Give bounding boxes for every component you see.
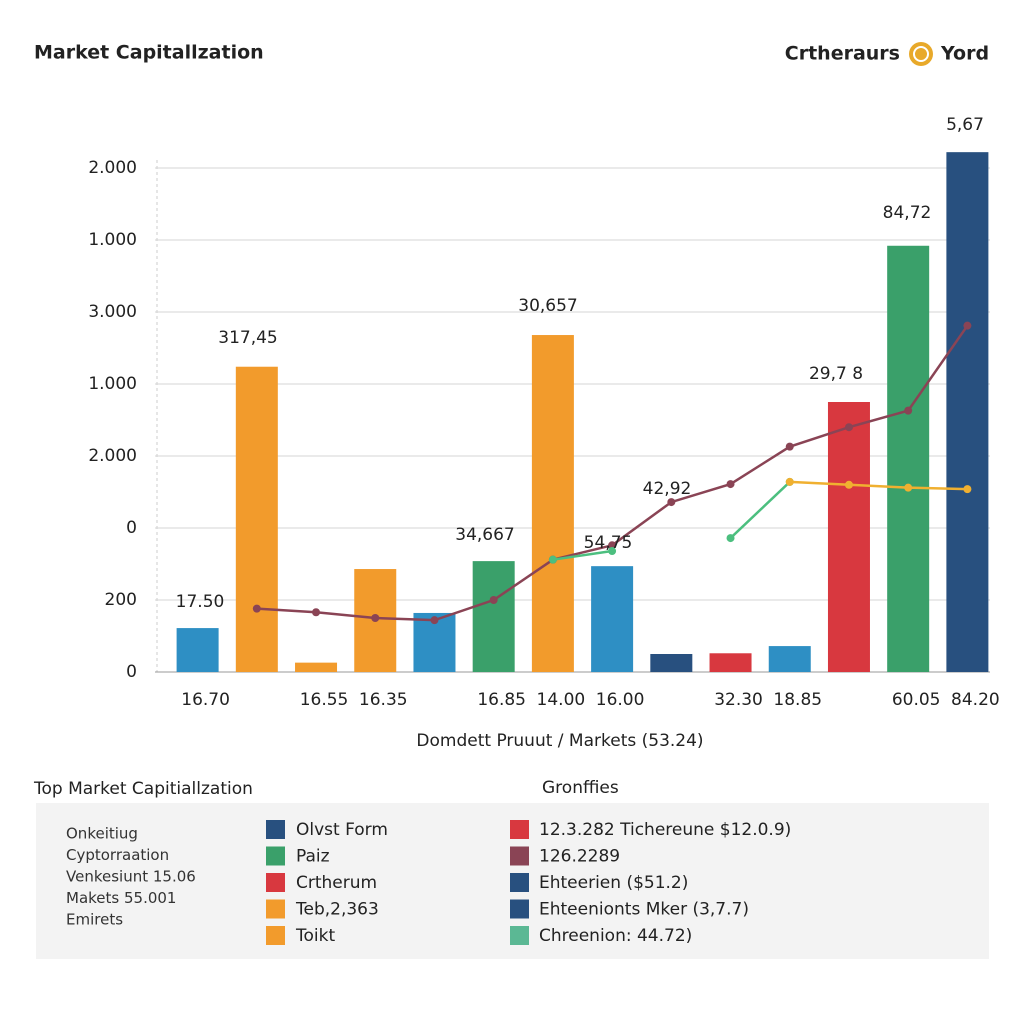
line-point bbox=[608, 541, 617, 550]
line bbox=[789, 480, 968, 491]
bar bbox=[946, 152, 989, 672]
panel-note: Cyptorraation bbox=[66, 846, 169, 864]
bar bbox=[650, 654, 693, 672]
line-point bbox=[785, 442, 794, 451]
line-point bbox=[608, 547, 617, 556]
annotation: 34,667 bbox=[455, 525, 514, 545]
y-tick-label: 2.000 bbox=[88, 446, 137, 466]
annotation: 5,67 bbox=[946, 115, 984, 135]
annotation: 30,657 bbox=[518, 296, 577, 316]
x-tick-label: 16.70 bbox=[181, 690, 230, 710]
legend-swatch bbox=[266, 846, 285, 866]
brand-right: Yord bbox=[940, 43, 989, 65]
x-tick-label: 16.85 bbox=[477, 690, 526, 710]
annotation: 84,72 bbox=[883, 203, 932, 223]
legend-label: Teb,2,363 bbox=[295, 900, 379, 920]
line-point bbox=[312, 608, 321, 617]
bar bbox=[472, 561, 515, 672]
panel-subtitle: Gronffies bbox=[542, 778, 619, 798]
y-tick-label: 200 bbox=[105, 590, 137, 610]
line-point bbox=[844, 480, 853, 489]
legend-label: Chreenion: 44.72) bbox=[539, 926, 692, 946]
legend-label: Crtherum bbox=[296, 873, 377, 893]
x-tick-label: 16.00 bbox=[596, 690, 645, 710]
line-point bbox=[489, 596, 498, 604]
line-point bbox=[904, 406, 913, 415]
panel-note: Venkesiunt 15.06 bbox=[66, 868, 196, 886]
line-point bbox=[252, 604, 261, 613]
legend-swatch bbox=[510, 846, 529, 866]
y-tick-label: 0 bbox=[126, 518, 137, 538]
bar bbox=[768, 646, 811, 672]
x-tick-label: 16.35 bbox=[359, 690, 408, 710]
legend-swatch bbox=[266, 820, 285, 839]
line-point bbox=[726, 480, 735, 489]
coin-icon-inner bbox=[913, 46, 929, 62]
legend-label: Toikt bbox=[295, 926, 335, 946]
legend-label: Ehteenionts Mker (3,7.7) bbox=[539, 900, 749, 920]
legend-label: Olvst Form bbox=[296, 820, 388, 840]
x-tick-label: 16.55 bbox=[300, 690, 349, 710]
x-axis-title: Domdett Pruuut / Markets (53.24) bbox=[416, 731, 703, 751]
legend-label: Paiz bbox=[296, 847, 330, 867]
bar bbox=[827, 402, 870, 672]
bar bbox=[887, 245, 930, 672]
y-tick-label: 2.000 bbox=[88, 158, 137, 178]
line-point bbox=[430, 616, 439, 625]
line-point bbox=[371, 614, 380, 622]
legend-swatch bbox=[510, 926, 529, 945]
panel-title: Top Market Capitiallzation bbox=[33, 779, 253, 799]
bar bbox=[709, 653, 752, 672]
x-tick-label: 32.30 bbox=[714, 690, 763, 710]
annotation: 29,7 8 bbox=[809, 364, 863, 384]
legend-label: Ehteerien ($51.2) bbox=[539, 873, 688, 893]
line-point bbox=[785, 477, 794, 486]
x-tick-label: 14.00 bbox=[537, 690, 586, 710]
line-point bbox=[726, 534, 735, 543]
panel-note: Emirets bbox=[66, 911, 123, 929]
legend-label: 126.2289 bbox=[539, 847, 620, 867]
legend-label: 12.3.282 Tichereune $12.0.9) bbox=[539, 820, 791, 840]
line-point bbox=[667, 498, 676, 507]
line-point bbox=[844, 423, 853, 432]
panel-note: Makets 55.001 bbox=[66, 889, 176, 907]
legend-swatch bbox=[510, 820, 529, 839]
y-tick-label: 1.000 bbox=[88, 230, 137, 250]
annotation: 42,92 bbox=[643, 479, 692, 499]
y-tick-label: 3.000 bbox=[88, 302, 137, 322]
annotation: 17.50 bbox=[176, 592, 225, 612]
legend-swatch bbox=[266, 926, 285, 945]
bar bbox=[591, 566, 634, 672]
bar bbox=[176, 628, 219, 672]
annotation: 54,75 bbox=[584, 533, 633, 553]
legend-swatch bbox=[510, 873, 529, 892]
legend-swatch bbox=[266, 899, 285, 919]
line-point bbox=[963, 485, 972, 494]
x-tick-label: 18.85 bbox=[773, 690, 822, 710]
bar bbox=[295, 662, 338, 672]
bar bbox=[235, 366, 278, 672]
legend-swatch bbox=[266, 873, 285, 892]
bar bbox=[531, 335, 574, 672]
line-point bbox=[904, 483, 913, 492]
line-point bbox=[548, 555, 557, 564]
coin-icon bbox=[909, 42, 933, 66]
annotation: 317,45 bbox=[218, 328, 277, 348]
y-tick-label: 1.000 bbox=[88, 374, 137, 394]
legend-swatch bbox=[510, 899, 529, 919]
brand-left: Crtheraurs bbox=[785, 43, 900, 65]
x-tick-label: 60.05 bbox=[892, 690, 941, 710]
line bbox=[552, 481, 791, 561]
y-tick-label: 0 bbox=[126, 662, 137, 682]
panel-note: Onkeitiug bbox=[66, 825, 138, 843]
line-point bbox=[963, 321, 972, 330]
title: Market Capitallzation bbox=[34, 42, 264, 64]
x-tick-label: 84.20 bbox=[951, 690, 1000, 710]
